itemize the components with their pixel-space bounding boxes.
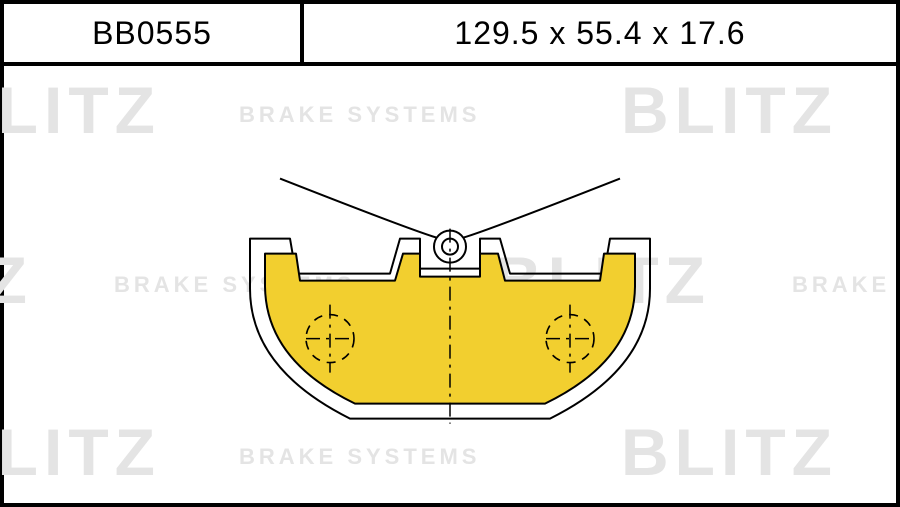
watermark-tagline: BRAKE SYSTEMS xyxy=(239,102,480,128)
watermark-brand: BLITZ xyxy=(0,242,33,318)
part-number: BB0555 xyxy=(92,15,212,52)
diagram-frame: BB0555 129.5 x 55.4 x 17.6 BLITZ BRAKE S… xyxy=(0,0,900,507)
brake-pad-drawing xyxy=(160,128,740,468)
drawing-canvas: BLITZ BRAKE SYSTEMS BLITZ BLITZ BRAKE SY… xyxy=(4,66,896,503)
dimensions: 129.5 x 55.4 x 17.6 xyxy=(454,15,745,52)
part-number-cell: BB0555 xyxy=(4,4,304,62)
watermark-brand: BLITZ xyxy=(0,414,161,490)
dimensions-cell: 129.5 x 55.4 x 17.6 xyxy=(304,4,896,62)
watermark-brand: BLITZ xyxy=(0,72,161,148)
header-row: BB0555 129.5 x 55.4 x 17.6 xyxy=(4,4,896,66)
watermark-tagline: BRAKE SYSTEMS xyxy=(792,272,900,298)
